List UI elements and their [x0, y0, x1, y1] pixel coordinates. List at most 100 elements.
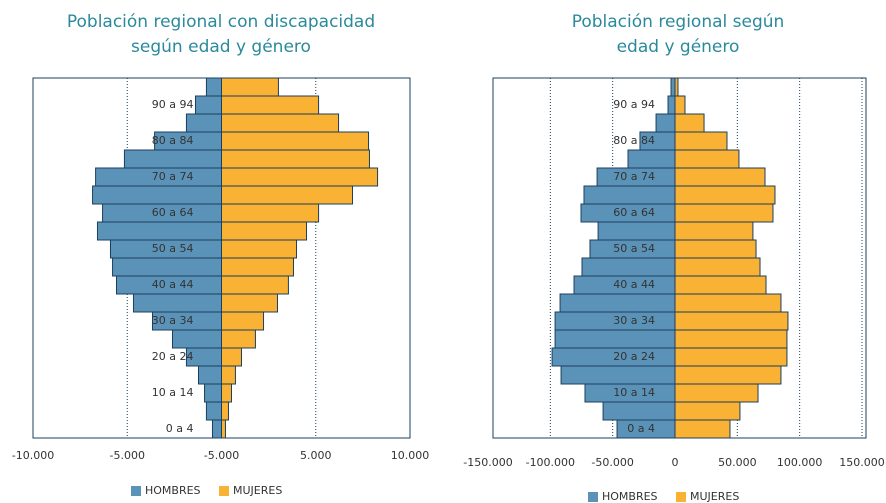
x-tick-label: 5.000: [300, 449, 332, 462]
x-tick-label: 50.000: [718, 456, 757, 469]
legend-swatch: [219, 486, 229, 496]
bar: [674, 329, 788, 349]
bar: [583, 185, 676, 205]
x-tick-label: -50.000: [591, 456, 633, 469]
category-label: 90 a 94: [613, 98, 655, 111]
x-tick-label: 10.000: [391, 449, 430, 462]
bar: [674, 293, 782, 313]
x-tick-label: -5.000: [110, 449, 145, 462]
x-tick-label: -150.000: [463, 456, 512, 469]
legend-label: MUJERES: [233, 484, 282, 497]
legend-swatch: [676, 492, 686, 502]
bar: [674, 383, 759, 403]
bar: [655, 113, 676, 133]
bar: [221, 113, 340, 133]
bar: [221, 131, 370, 151]
x-tick-label: -5.000: [204, 449, 239, 462]
bar: [559, 293, 676, 313]
bar: [674, 131, 728, 151]
bar: [581, 257, 676, 277]
bar: [221, 329, 256, 349]
bar: [221, 257, 295, 277]
bar: [96, 221, 222, 241]
chart-title: Población regional según: [572, 12, 785, 32]
bar: [674, 95, 686, 115]
legend-swatch: [588, 492, 598, 502]
category-label: 80 a 84: [152, 134, 194, 147]
bar: [123, 149, 222, 169]
bar: [221, 77, 279, 97]
bar: [198, 365, 223, 385]
category-label: 10 a 14: [613, 386, 655, 399]
legend-label: HOMBRES: [602, 490, 658, 503]
chart-title: Población regional con discapacidad: [67, 12, 375, 32]
bar: [221, 95, 320, 115]
bar: [674, 311, 789, 331]
category-label: 30 a 34: [152, 314, 194, 327]
bar: [92, 185, 223, 205]
bar: [221, 275, 289, 295]
bar: [205, 401, 222, 421]
bar: [205, 77, 222, 97]
bar: [674, 275, 767, 295]
bar: [185, 113, 222, 133]
category-label: 0 a 4: [166, 422, 194, 435]
bar: [221, 293, 278, 313]
bar: [221, 347, 242, 367]
bar: [221, 167, 379, 187]
bar: [221, 185, 354, 205]
bar: [674, 347, 788, 367]
bar: [667, 95, 676, 115]
category-label: 50 a 54: [613, 242, 655, 255]
legend-label: HOMBRES: [145, 484, 201, 497]
bar: [627, 149, 676, 169]
bar: [554, 329, 676, 349]
bar: [221, 383, 232, 403]
bar: [674, 365, 782, 385]
category-label: 0 a 4: [627, 422, 655, 435]
bar: [221, 221, 308, 241]
bar: [112, 257, 222, 277]
category-label: 10 a 14: [152, 386, 194, 399]
bar: [221, 239, 298, 259]
bar: [674, 419, 731, 439]
bar: [674, 401, 741, 421]
legend-label: MUJERES: [690, 490, 739, 503]
category-label: 40 a 44: [613, 278, 655, 291]
bar: [670, 77, 676, 97]
bar: [221, 149, 370, 169]
chart-title: edad y género: [617, 37, 740, 57]
bar: [674, 185, 776, 205]
bar: [597, 221, 676, 241]
category-label: 60 a 64: [613, 206, 655, 219]
category-label: 30 a 34: [613, 314, 655, 327]
bar: [674, 167, 766, 187]
bar: [221, 401, 229, 421]
bar: [211, 419, 222, 439]
bar: [674, 221, 754, 241]
bar: [674, 239, 757, 259]
category-label: 40 a 44: [152, 278, 194, 291]
bar: [674, 203, 774, 223]
bar: [674, 257, 761, 277]
bar: [171, 329, 223, 349]
bar: [221, 311, 265, 331]
bar: [674, 149, 740, 169]
bar: [560, 365, 676, 385]
legend-swatch: [131, 486, 141, 496]
bar: [674, 113, 705, 133]
category-label: 20 a 24: [152, 350, 194, 363]
category-label: 70 a 74: [613, 170, 655, 183]
bar: [132, 293, 223, 313]
bar: [602, 401, 676, 421]
category-label: 70 a 74: [152, 170, 194, 183]
bar: [674, 77, 679, 97]
bar: [221, 203, 320, 223]
category-label: 20 a 24: [613, 350, 655, 363]
x-tick-label: -10.000: [12, 449, 54, 462]
category-label: 50 a 54: [152, 242, 194, 255]
bar: [204, 383, 223, 403]
bar: [194, 95, 222, 115]
x-tick-label: 0: [672, 456, 679, 469]
